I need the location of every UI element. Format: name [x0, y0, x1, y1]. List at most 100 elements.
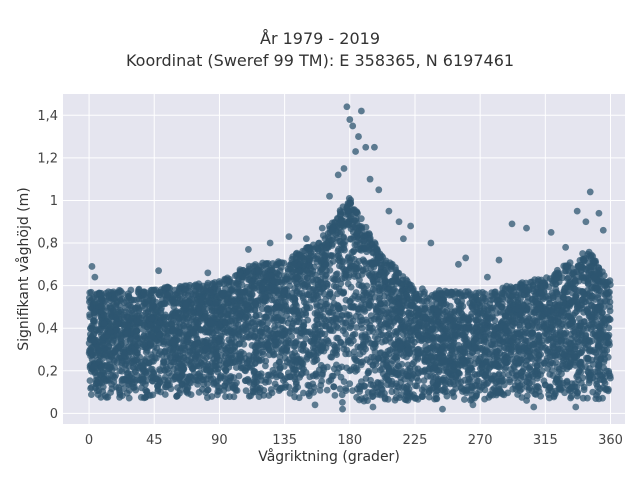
data-point	[293, 289, 301, 297]
data-point	[425, 393, 433, 401]
data-point	[124, 380, 132, 388]
data-point	[315, 341, 323, 349]
data-point	[134, 341, 142, 349]
data-point	[574, 371, 581, 379]
data-point	[265, 378, 272, 385]
data-point	[458, 385, 466, 392]
data-point	[264, 340, 272, 348]
data-point	[498, 290, 506, 298]
data-point	[384, 348, 392, 355]
data-point	[483, 358, 491, 366]
data-point	[409, 322, 416, 329]
data-point	[398, 367, 406, 375]
data-point	[544, 365, 551, 372]
data-point	[94, 376, 102, 384]
data-point	[449, 321, 457, 329]
data-point	[348, 295, 356, 302]
data-point	[351, 330, 359, 338]
data-point	[523, 397, 530, 404]
data-point	[448, 366, 455, 374]
data-point	[406, 367, 414, 375]
data-point	[369, 277, 377, 285]
data-point	[170, 359, 177, 366]
data-point	[490, 330, 498, 338]
data-point	[339, 257, 346, 265]
data-point	[147, 314, 155, 322]
data-point	[192, 318, 200, 326]
data-point	[358, 395, 366, 403]
data-point	[523, 317, 530, 325]
data-point	[103, 361, 111, 369]
data-point	[421, 335, 429, 343]
data-point	[266, 346, 273, 354]
data-point	[95, 358, 102, 366]
data-point	[412, 348, 419, 356]
data-point	[207, 319, 215, 327]
data-point	[559, 344, 567, 352]
data-point	[367, 312, 375, 320]
data-point	[96, 349, 103, 357]
data-point	[601, 341, 609, 349]
data-point	[529, 315, 537, 323]
data-point	[116, 367, 124, 375]
data-point	[571, 358, 579, 366]
data-point	[535, 333, 543, 341]
data-point	[326, 288, 334, 296]
data-point	[574, 301, 582, 309]
data-point	[169, 338, 177, 346]
data-point	[258, 376, 265, 384]
data-point	[409, 360, 416, 368]
data-point	[303, 353, 311, 361]
data-point	[523, 383, 531, 391]
data-point	[544, 320, 551, 327]
data-point	[164, 330, 172, 337]
data-point	[277, 295, 284, 303]
data-point	[397, 345, 405, 353]
data-point	[357, 321, 365, 328]
data-point	[490, 358, 497, 365]
data-point	[600, 272, 608, 279]
data-point	[372, 308, 380, 316]
data-point	[235, 372, 243, 380]
data-point	[225, 356, 233, 364]
data-point	[533, 348, 540, 356]
data-point	[590, 320, 597, 328]
data-point	[584, 368, 592, 376]
data-point	[480, 381, 488, 389]
data-point	[534, 382, 541, 390]
data-point	[345, 253, 352, 261]
data-point	[495, 389, 503, 396]
data-point	[346, 324, 354, 332]
data-point	[221, 382, 228, 390]
data-point	[384, 320, 392, 328]
data-point	[171, 350, 179, 358]
data-point	[367, 381, 375, 388]
data-point	[313, 300, 320, 308]
data-point	[242, 387, 250, 395]
data-point	[204, 386, 211, 394]
data-point	[333, 344, 341, 351]
data-point	[439, 353, 447, 360]
data-point	[330, 383, 338, 390]
data-point	[581, 337, 589, 345]
data-point	[420, 377, 428, 384]
data-point	[539, 342, 547, 349]
data-point	[114, 333, 121, 340]
data-point	[422, 342, 430, 350]
data-point	[461, 376, 469, 384]
data-point	[537, 392, 544, 400]
data-point	[571, 309, 579, 317]
data-point	[582, 363, 589, 370]
data-point	[567, 330, 575, 338]
data-point	[595, 361, 603, 369]
data-point	[521, 337, 529, 344]
data-point	[317, 279, 325, 287]
data-point	[520, 343, 528, 351]
data-point	[554, 295, 562, 303]
data-point	[339, 399, 346, 406]
data-point	[248, 290, 256, 298]
data-point	[549, 343, 557, 351]
data-point	[244, 375, 252, 383]
data-point	[360, 382, 368, 390]
data-point	[596, 376, 604, 383]
